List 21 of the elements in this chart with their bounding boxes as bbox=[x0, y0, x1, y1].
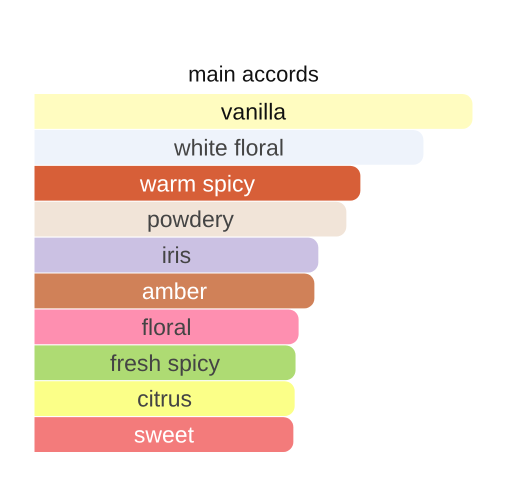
y-tick-label: fresh spicy bbox=[110, 350, 220, 376]
bar bbox=[34, 166, 360, 201]
y-tick-label: sweet bbox=[134, 422, 195, 448]
bar bbox=[34, 345, 296, 380]
y-tick-label: powdery bbox=[146, 206, 234, 232]
bar bbox=[34, 309, 299, 344]
y-tick-label: white floral bbox=[173, 134, 284, 160]
bar bbox=[34, 130, 424, 165]
chart-title: main accords bbox=[188, 62, 319, 86]
y-tick-label: vanilla bbox=[220, 98, 286, 124]
y-tick-label: warm spicy bbox=[138, 170, 256, 196]
bar bbox=[34, 274, 314, 308]
bar bbox=[34, 417, 294, 452]
y-tick-label: iris bbox=[162, 242, 192, 268]
bar bbox=[34, 381, 295, 416]
bar bbox=[34, 202, 346, 237]
y-tick-label: floral bbox=[142, 314, 192, 340]
y-tick-label: citrus bbox=[137, 386, 192, 412]
bar bbox=[34, 238, 318, 272]
y-tick-label: amber bbox=[142, 278, 208, 304]
bar bbox=[34, 94, 472, 129]
